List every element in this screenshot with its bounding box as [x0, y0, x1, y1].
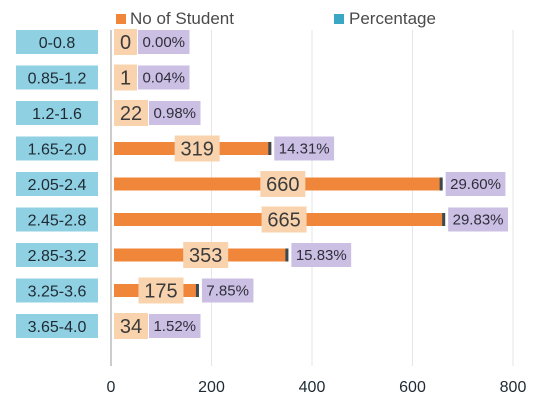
- count-text: 353: [189, 245, 222, 267]
- bar-end-3.25-3.6: [196, 284, 199, 297]
- count-text: 0: [120, 32, 131, 54]
- category-label-2.45-2.8: 2.45-2.8: [16, 208, 98, 232]
- category-label-0.85-1.2: 0.85-1.2: [16, 66, 98, 90]
- percentage-text: 14.31%: [279, 141, 330, 158]
- category-label-2.05-2.4: 2.05-2.4: [16, 172, 98, 196]
- legend-swatch-percentage: [334, 14, 344, 24]
- count-text: 34: [120, 316, 142, 338]
- count-label-1.65-2.0: 319: [175, 136, 220, 162]
- bar-end-2.45-2.8: [442, 213, 445, 226]
- category-text: 2.05-2.4: [28, 177, 87, 194]
- legend: No of Student Percentage: [116, 9, 436, 28]
- percentage-text: 29.83%: [453, 212, 504, 229]
- count-text: 1: [120, 68, 131, 90]
- percentage-label-0.85-1.2: 0.04%: [138, 66, 190, 90]
- legend-label-percentage: Percentage: [349, 9, 436, 28]
- count-text: 319: [180, 139, 213, 161]
- count-label-0.85-1.2: 1: [114, 65, 137, 91]
- x-tick-label-0: 0: [107, 379, 116, 396]
- category-label-2.85-3.2: 2.85-3.2: [16, 243, 98, 267]
- count-label-2.85-3.2: 353: [183, 242, 228, 268]
- category-label-1.65-2.0: 1.65-2.0: [16, 137, 98, 161]
- x-tick-label-800: 800: [500, 379, 527, 396]
- legend-swatch-no-of-student: [116, 14, 126, 24]
- count-label-3.65-4.0: 34: [114, 313, 148, 339]
- percentage-label-2.85-3.2: 15.83%: [291, 243, 351, 267]
- category-text: 2.85-3.2: [28, 248, 87, 265]
- category-text: 3.65-4.0: [28, 319, 87, 336]
- percentage-text: 0.00%: [142, 34, 185, 51]
- percentage-text: 0.04%: [142, 70, 185, 87]
- count-label-2.45-2.8: 665: [262, 207, 307, 233]
- percentage-text: 29.60%: [450, 176, 501, 193]
- category-label-3.65-4.0: 3.65-4.0: [16, 314, 98, 338]
- category-label-0-0.8: 0-0.8: [16, 30, 98, 54]
- percentage-label-2.45-2.8: 29.83%: [448, 208, 508, 232]
- count-label-0-0.8: 0: [114, 29, 137, 55]
- category-text: 2.45-2.8: [28, 213, 87, 230]
- percentage-label-0-0.8: 0.00%: [138, 30, 190, 54]
- category-labels: 0-0.8 0.85-1.2 1.2-1.6 1.65-2.0 2.05-2.4 2.45…: [16, 30, 98, 338]
- bar-end-2.05-2.4: [440, 178, 443, 191]
- count-text: 660: [266, 174, 299, 196]
- category-label-3.25-3.6: 3.25-3.6: [16, 279, 98, 303]
- percentage-text: 15.83%: [296, 247, 347, 264]
- category-text: 1.65-2.0: [28, 142, 87, 159]
- x-tick-label-600: 600: [399, 379, 426, 396]
- count-text: 22: [120, 103, 142, 125]
- category-label-1.2-1.6: 1.2-1.6: [16, 101, 98, 125]
- percentage-text: 7.85%: [206, 283, 249, 300]
- category-text: 1.2-1.6: [32, 106, 82, 123]
- count-label-3.25-3.6: 175: [138, 278, 183, 304]
- legend-label-no-of-student: No of Student: [130, 9, 234, 28]
- bar-end-1.65-2.0: [268, 142, 271, 155]
- percentage-label-3.65-4.0: 1.52%: [149, 314, 201, 338]
- x-tick-label-400: 400: [299, 379, 326, 396]
- percentage-label-2.05-2.4: 29.60%: [446, 172, 506, 196]
- count-text: 665: [267, 210, 300, 232]
- count-label-1.2-1.6: 22: [114, 100, 148, 126]
- category-text: 3.25-3.6: [28, 284, 87, 301]
- percentage-text: 0.98%: [153, 105, 196, 122]
- count-label-2.05-2.4: 660: [260, 171, 305, 197]
- category-text: 0-0.8: [39, 35, 76, 52]
- x-tick-label-200: 200: [198, 379, 225, 396]
- count-text: 175: [144, 281, 177, 303]
- category-text: 0.85-1.2: [28, 71, 87, 88]
- percentage-label-1.2-1.6: 0.98%: [149, 101, 201, 125]
- percentage-text: 1.52%: [153, 318, 196, 335]
- percentage-label-1.65-2.0: 14.31%: [274, 137, 334, 161]
- bar-end-2.85-3.2: [285, 249, 288, 262]
- x-axis-tick-labels: 0 200 400 600 800: [107, 379, 527, 396]
- percentage-label-3.25-3.6: 7.85%: [202, 279, 254, 303]
